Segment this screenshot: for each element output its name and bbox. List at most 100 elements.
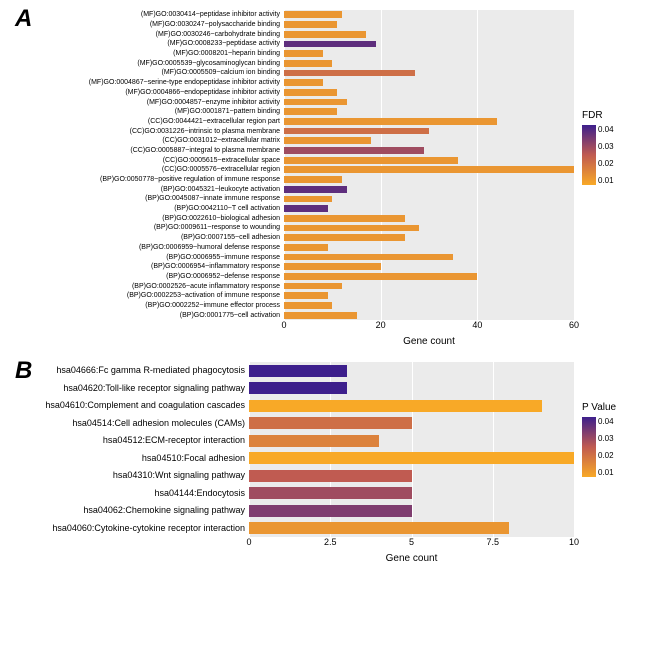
bar-row	[284, 175, 574, 185]
y-label-item: (MF)GO:0030246~carbohydrate binding	[30, 31, 280, 38]
bar-row	[284, 155, 574, 165]
bar-row	[284, 291, 574, 301]
y-label-item: (MF)GO:0008233~peptidase activity	[30, 40, 280, 47]
panel-b: B hsa04666:Fc gamma R-mediated phagocyto…	[10, 362, 640, 564]
y-label-item: (MF)GO:0030414~peptidase inhibitor activ…	[30, 11, 280, 18]
y-label-item: (BP)GO:0002526~acute inflammatory respon…	[30, 283, 280, 290]
bar-row	[249, 520, 574, 538]
bar-row	[284, 165, 574, 175]
bar-row	[284, 272, 574, 282]
x-tick: 0	[281, 320, 286, 330]
y-label-item: hsa04514:Cell adhesion molecules (CAMs)	[30, 419, 245, 428]
x-title-a: Gene count	[284, 336, 574, 347]
y-label-item: hsa04512:ECM-receptor interaction	[30, 436, 245, 445]
bar	[284, 234, 405, 241]
bar	[284, 186, 347, 193]
y-label-item: hsa04062:Chemokine signaling pathway	[30, 506, 245, 515]
bar	[284, 31, 366, 38]
bar	[249, 522, 509, 534]
bar-row	[284, 58, 574, 68]
bar	[284, 283, 342, 290]
y-label-item: (BP)GO:0042110~T cell activation	[30, 205, 280, 212]
bar-row	[249, 502, 574, 520]
bar-row	[284, 184, 574, 194]
legend-tick: 0.01	[598, 468, 614, 477]
bar-row	[284, 29, 574, 39]
plot-b-container: 02.557.510 Gene count	[249, 362, 574, 564]
bar	[284, 292, 328, 299]
bar	[249, 400, 542, 412]
y-label-item: (CC)GO:0044421~extracellular region part	[30, 118, 280, 125]
chart-a-area: (MF)GO:0030414~peptidase inhibitor activ…	[30, 10, 640, 347]
x-axis-a: 0204060	[284, 320, 574, 334]
y-label-item: hsa04610:Complement and coagulation casc…	[30, 401, 245, 410]
bar-row	[284, 223, 574, 233]
colorbar-a	[582, 125, 596, 185]
bar	[284, 99, 347, 106]
legend-tick: 0.04	[598, 417, 614, 426]
y-label-item: (CC)GO:0005615~extracellular space	[30, 157, 280, 164]
bar-row	[284, 97, 574, 107]
y-label-item: (MF)GO:0001871~pattern binding	[30, 108, 280, 115]
y-label-item: hsa04060:Cytokine-cytokine receptor inte…	[30, 524, 245, 533]
x-tick: 2.5	[324, 537, 337, 547]
y-label-item: (BP)GO:0050778~positive regulation of im…	[30, 176, 280, 183]
bar-row	[249, 362, 574, 380]
legend-b: P Value 0.040.030.020.01	[582, 402, 616, 477]
x-tick: 60	[569, 320, 579, 330]
bar	[249, 470, 412, 482]
bar-row	[284, 301, 574, 311]
bar	[284, 215, 405, 222]
y-labels-b: hsa04666:Fc gamma R-mediated phagocytosi…	[30, 362, 249, 537]
y-label-item: (MF)GO:0030247~polysaccharide binding	[30, 21, 280, 28]
y-label-item: (MF)GO:0008201~heparin binding	[30, 50, 280, 57]
y-label-item: (BP)GO:0045087~innate immune response	[30, 195, 280, 202]
bar	[249, 435, 379, 447]
x-tick: 40	[472, 320, 482, 330]
bar	[284, 205, 328, 212]
y-label-item: (BP)GO:0006955~immune response	[30, 254, 280, 261]
bar	[284, 244, 328, 251]
y-label-item: hsa04510:Focal adhesion	[30, 454, 245, 463]
bar	[284, 137, 371, 144]
bar-row	[249, 432, 574, 450]
bar-row	[284, 281, 574, 291]
bar-row	[284, 233, 574, 243]
bar-row	[249, 467, 574, 485]
bar-row	[284, 243, 574, 253]
bar-row	[284, 88, 574, 98]
y-label-item: (CC)GO:0031012~extracellular matrix	[30, 137, 280, 144]
bar-row	[284, 39, 574, 49]
plot-a-container: 0204060 Gene count	[284, 10, 574, 347]
x-tick: 5	[409, 537, 414, 547]
bar	[249, 365, 347, 377]
bar	[284, 302, 332, 309]
panel-a-label: A	[15, 5, 32, 33]
y-label-item: (BP)GO:0002253~activation of immune resp…	[30, 292, 280, 299]
bar-row	[284, 10, 574, 20]
bar	[284, 312, 357, 319]
legend-a: FDR 0.040.030.020.01	[582, 110, 603, 185]
gridline	[574, 10, 575, 320]
y-label-item: (CC)GO:0031226~intrinsic to plasma membr…	[30, 128, 280, 135]
legend-a-wrap: 0.040.030.020.01	[582, 125, 603, 185]
bar	[249, 487, 412, 499]
bar	[284, 157, 458, 164]
bar-row	[249, 415, 574, 433]
bar	[284, 70, 415, 77]
bar	[249, 417, 412, 429]
x-axis-b: 02.557.510	[249, 537, 574, 551]
chart-b-area: hsa04666:Fc gamma R-mediated phagocytosi…	[30, 362, 640, 564]
bars-a	[284, 10, 574, 320]
legend-tick: 0.03	[598, 434, 614, 443]
bar	[249, 452, 574, 464]
bar-row	[284, 20, 574, 30]
bar-row	[284, 136, 574, 146]
gridline	[574, 362, 575, 537]
bar-row	[284, 78, 574, 88]
bar	[284, 176, 342, 183]
legend-tick: 0.03	[598, 142, 614, 151]
colorbar-b	[582, 417, 596, 477]
bar-row	[284, 194, 574, 204]
y-label-item: (MF)GO:0004857~enzyme inhibitor activity	[30, 99, 280, 106]
